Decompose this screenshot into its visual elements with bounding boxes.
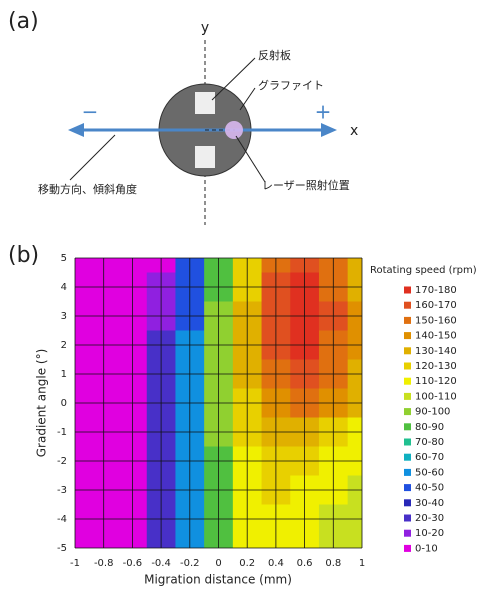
legend-label: 20-30 (415, 513, 444, 524)
label: 反射板 (258, 48, 291, 62)
legend-swatch (404, 468, 411, 476)
leader (239, 87, 256, 111)
legend-label: 100-110 (415, 391, 457, 402)
legend-label: 150-160 (415, 315, 457, 326)
legend-label: 60-70 (415, 452, 444, 463)
y-tick-label: 5 (61, 253, 67, 264)
legend-swatch (404, 408, 411, 416)
plus-sign: + (315, 100, 332, 124)
legend-swatch (404, 377, 411, 385)
legend-title: Rotating speed (rpm) (370, 265, 477, 276)
legend-swatch (404, 453, 411, 461)
legend-swatch (404, 499, 411, 507)
legend-swatch (404, 514, 411, 522)
legend-swatch (404, 316, 411, 324)
legend-label: 40-50 (415, 483, 444, 494)
legend-label: 70-80 (415, 437, 444, 448)
y-tick-label: -1 (57, 427, 67, 438)
minus-sign: − (82, 100, 99, 124)
arrow-head (321, 123, 337, 137)
x-tick-label: -0.8 (94, 558, 114, 569)
legend-swatch (404, 423, 411, 431)
y-tick-label: 2 (61, 340, 67, 351)
leader (211, 57, 256, 101)
legend-swatch (404, 362, 411, 370)
y-tick-label: -2 (57, 456, 67, 467)
legend-label: 120-130 (415, 361, 457, 372)
x-axis-title: Migration distance (mm) (144, 573, 292, 587)
x-tick-label: 0.2 (239, 558, 255, 569)
arrow-head (68, 123, 84, 137)
y-tick-label: 4 (61, 282, 67, 293)
reflector (195, 146, 215, 168)
x-tick-label: 1 (359, 558, 365, 569)
legend-label: 110-120 (415, 376, 457, 387)
legend-label: 140-150 (415, 331, 457, 342)
panel-label: (b) (8, 243, 39, 268)
legend-label: 10-20 (415, 528, 444, 539)
legend-swatch (404, 544, 411, 552)
y-tick-label: 1 (61, 369, 67, 380)
legend-swatch (404, 301, 411, 309)
laser-spot (225, 121, 243, 139)
y-tick-label: -3 (57, 485, 67, 496)
y-axis-title: Gradient angle (°) (35, 349, 49, 458)
contour-cell (347, 258, 362, 273)
legend-swatch (404, 347, 411, 355)
contour-cell (75, 258, 90, 273)
axis-name: y (201, 20, 209, 36)
label: 移動方向、傾斜角度 (38, 182, 137, 196)
legend-swatch (404, 529, 411, 537)
leader (69, 134, 116, 181)
legend-label: 90-100 (415, 407, 450, 418)
legend-swatch (404, 484, 411, 492)
legend-label: 80-90 (415, 422, 444, 433)
x-tick-label: 0 (215, 558, 221, 569)
legend-swatch (404, 332, 411, 340)
y-tick-label: -5 (57, 543, 67, 554)
legend-label: 130-140 (415, 346, 457, 357)
label: レーザー照射位置 (262, 178, 350, 192)
y-tick-label: 3 (61, 311, 67, 322)
panel-label: (a) (8, 9, 39, 34)
contour-cell (75, 533, 90, 548)
y-tick-label: 0 (61, 398, 67, 409)
legend-label: 170-180 (415, 285, 457, 296)
y-tick-label: -4 (57, 514, 67, 525)
x-tick-label: -0.4 (151, 558, 171, 569)
contour-cell (347, 533, 362, 548)
x-tick-label: -0.6 (123, 558, 143, 569)
legend-swatch (404, 438, 411, 446)
x-tick-label: 0.6 (297, 558, 313, 569)
legend-swatch (404, 286, 411, 294)
x-tick-label: 0.4 (268, 558, 284, 569)
legend-label: 0-10 (415, 543, 438, 554)
legend-label: 160-170 (415, 300, 457, 311)
label: グラファイト (258, 78, 324, 92)
legend-label: 30-40 (415, 498, 444, 509)
reflector (195, 92, 215, 114)
x-tick-label: 0.8 (325, 558, 341, 569)
leader (235, 135, 266, 183)
legend-label: 50-60 (415, 467, 444, 478)
axis-name: x (350, 123, 358, 139)
x-tick-label: -0.2 (180, 558, 200, 569)
legend-swatch (404, 392, 411, 400)
x-tick-label: -1 (70, 558, 80, 569)
